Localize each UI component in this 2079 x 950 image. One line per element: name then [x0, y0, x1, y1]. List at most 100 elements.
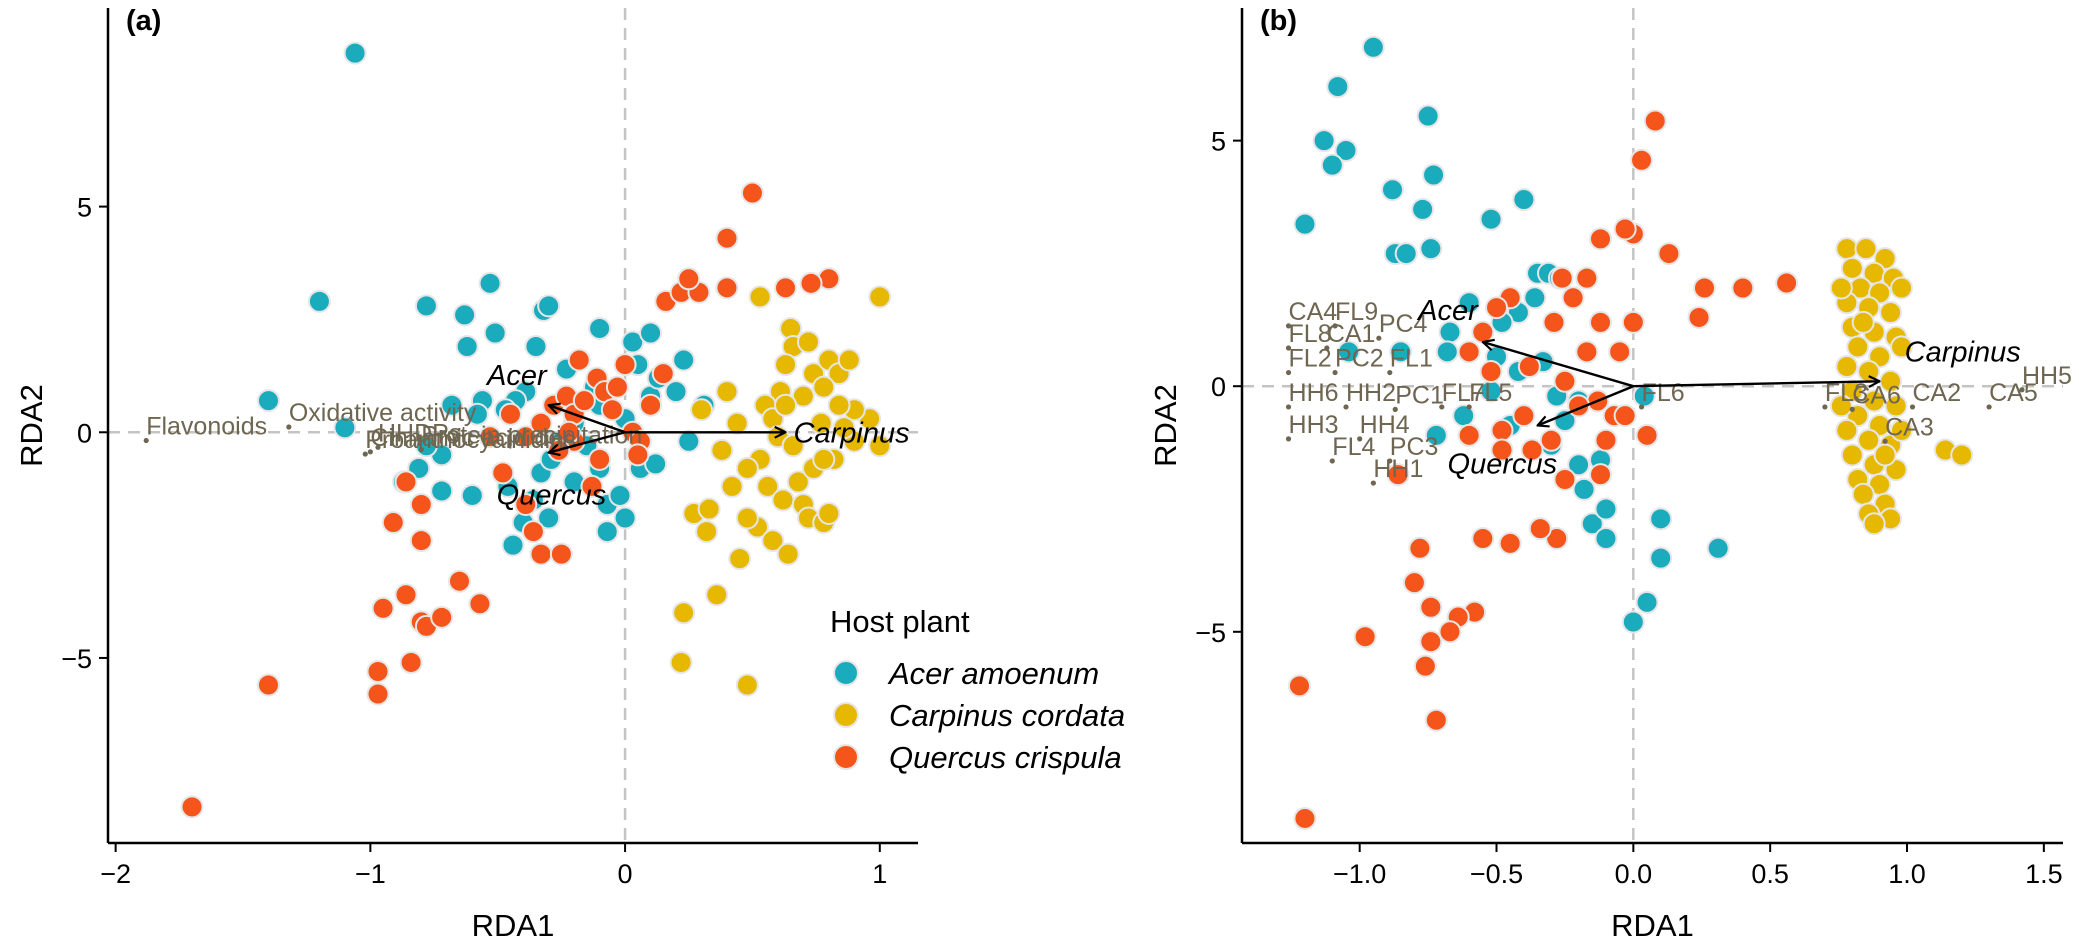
panel-b-point-acer-amoenum	[1389, 340, 1413, 364]
panel-a-point-quercus-crispula	[430, 605, 454, 629]
panel-b-point-quercus-crispula	[1287, 674, 1311, 698]
panel-b-variable-label-fl2: FL2	[1289, 345, 1332, 373]
panel-b-point-carpinus-cordata	[1829, 276, 1853, 300]
panel-a-point-acer-amoenum	[608, 483, 632, 507]
panel-b-point-quercus-crispula	[1687, 305, 1711, 329]
panel-b-point-quercus-crispula	[1402, 571, 1426, 595]
panel-b-x-tick-label: 1.0	[1888, 859, 1926, 889]
panel-a-point-quercus-crispula	[529, 411, 553, 435]
panel-a-x-tick-label: −1	[355, 859, 386, 889]
panel-b-point-quercus-crispula	[1490, 438, 1514, 462]
panel-b-variable-label-hh6: HH6	[1289, 379, 1339, 407]
panel-b-point-carpinus-cordata	[1835, 418, 1859, 442]
panel-a-variable-dot	[362, 451, 368, 457]
panel-b-variable-label-fl4: FL4	[1332, 433, 1375, 461]
panel-a-point-acer-amoenum	[483, 321, 507, 345]
panel-b-y-tick-label: 5	[1211, 127, 1226, 157]
panel-b-variable-label-hh4: HH4	[1360, 411, 1410, 439]
panel-b-point-quercus-crispula	[1553, 468, 1577, 492]
panel-a-point-acer-amoenum	[588, 316, 612, 340]
panel-b-x-tick-label: 0.5	[1751, 859, 1789, 889]
panel-a-point-quercus-crispula	[448, 569, 472, 593]
panel-b-point-quercus-crispula	[1539, 428, 1563, 452]
panel-a-point-carpinus-cordata	[756, 474, 780, 498]
panel-a-y-tick-label: 5	[77, 193, 92, 223]
panel-b-point-acer-amoenum	[1312, 129, 1336, 153]
panel-a-label: (a)	[126, 5, 161, 37]
panel-b-point-carpinus-cordata	[1950, 443, 1974, 467]
panel-b-point-carpinus-cordata	[1840, 256, 1864, 280]
panel-b-point-quercus-crispula	[1517, 355, 1541, 379]
legend-label-acer-amoenum: Acer amoenum	[887, 656, 1099, 691]
panel-b-point-quercus-crispula	[1613, 404, 1637, 428]
panel-b-point-quercus-crispula	[1575, 266, 1599, 290]
panel-b-variable-label-fl3: FL3	[1825, 379, 1868, 407]
panel-a-point-carpinus-cordata	[725, 411, 749, 435]
panel-b-point-acer-amoenum	[1567, 453, 1591, 477]
panel-b-point-quercus-crispula	[1419, 630, 1443, 654]
panel-a-point-acer-amoenum	[455, 335, 479, 359]
panel-a-x-axis-title: RDA1	[472, 908, 555, 943]
panel-a-point-acer-amoenum	[256, 389, 280, 413]
panel-b-point-acer-amoenum	[1594, 497, 1618, 521]
panel-a-point-quercus-crispula	[256, 673, 280, 697]
panel-b-variable-dot	[1849, 406, 1855, 412]
panel-b-point-acer-amoenum	[1337, 340, 1361, 364]
panel-a-point-quercus-crispula	[677, 267, 701, 291]
panel-a-point-carpinus-cordata	[689, 398, 713, 422]
panel-b-y-axis-title: RDA2	[1148, 384, 1183, 467]
panel-b-variable-label-ca1: CA1	[1327, 320, 1376, 348]
panel-b-point-acer-amoenum	[1706, 536, 1730, 560]
panel-b-point-carpinus-cordata	[1890, 418, 1914, 442]
panel-b-point-quercus-crispula	[1386, 463, 1410, 487]
panel-a-point-carpinus-cordata	[771, 488, 795, 512]
panel-a-point-acer-amoenum	[343, 41, 367, 65]
panel-b-point-acer-amoenum	[1572, 477, 1596, 501]
legend-swatch-carpinus-cordata	[833, 702, 859, 728]
legend-swatch-quercus-crispula	[833, 744, 859, 770]
panel-a-variable-dot	[367, 449, 373, 455]
panel-b-variable-dot	[1324, 345, 1330, 351]
panel-a-point-carpinus-cordata	[672, 601, 696, 625]
legend-label-quercus-crispula: Quercus crispula	[889, 740, 1122, 775]
panel-b-point-carpinus-cordata	[1835, 355, 1859, 379]
panel-a-point-acer-amoenum	[672, 348, 696, 372]
panel-b-point-quercus-crispula	[1471, 526, 1495, 550]
panel-b-point-quercus-crispula	[1542, 310, 1566, 334]
panel-a-variable-dot	[286, 424, 292, 430]
panel-b-point-quercus-crispula	[1457, 423, 1481, 447]
panel-a-x-tick-label: −2	[100, 859, 131, 889]
panel-a-point-quercus-crispula	[549, 542, 573, 566]
panel-b-variable-label-hh2: HH2	[1346, 379, 1396, 407]
panel-b-point-quercus-crispula	[1630, 148, 1654, 172]
panel-a-point-carpinus-cordata	[817, 502, 841, 526]
panel-a-points	[108, 8, 918, 843]
panel-b-variable-dot	[1332, 369, 1338, 376]
panel-b-point-acer-amoenum	[1594, 526, 1618, 550]
panel-b-point-quercus-crispula	[1589, 310, 1613, 334]
panel-a-point-quercus-crispula	[394, 583, 418, 607]
panel-b-variable-dot	[1285, 369, 1292, 376]
panel-b-point-acer-amoenum	[1422, 163, 1446, 187]
panel-b-point-acer-amoenum	[1479, 207, 1503, 231]
panel-b-variable-dot	[1439, 404, 1445, 410]
panel-b-point-acer-amoenum	[1293, 212, 1317, 236]
panel-b-variable-label-fl5: FL5	[1469, 379, 1512, 407]
panel-a-point-quercus-crispula	[498, 402, 522, 426]
panel-b-point-quercus-crispula	[1589, 463, 1613, 487]
panel-b-variable-label-ca6: CA6	[1852, 381, 1901, 409]
panel-a-point-carpinus-cordata	[776, 542, 800, 566]
panel-b-y-tick-label: −5	[1195, 618, 1226, 648]
panel-a-point-quercus-crispula	[600, 398, 624, 422]
panel-b-point-carpinus-cordata	[1890, 276, 1914, 300]
panel-b-point-quercus-crispula	[1553, 369, 1577, 393]
panel-b-variable-label-hh3: HH3	[1289, 411, 1339, 439]
panel-b-arrow-carpinus	[1633, 381, 1879, 386]
panel-b-point-carpinus-cordata	[1835, 237, 1859, 261]
panel-b-x-axis-title: RDA1	[1611, 908, 1694, 943]
panel-b-variable-label-ca3: CA3	[1885, 413, 1934, 441]
panel-b-point-quercus-crispula	[1657, 242, 1681, 266]
panel-a-point-quercus-crispula	[588, 447, 612, 471]
panel-a-variable-dot	[375, 444, 381, 450]
